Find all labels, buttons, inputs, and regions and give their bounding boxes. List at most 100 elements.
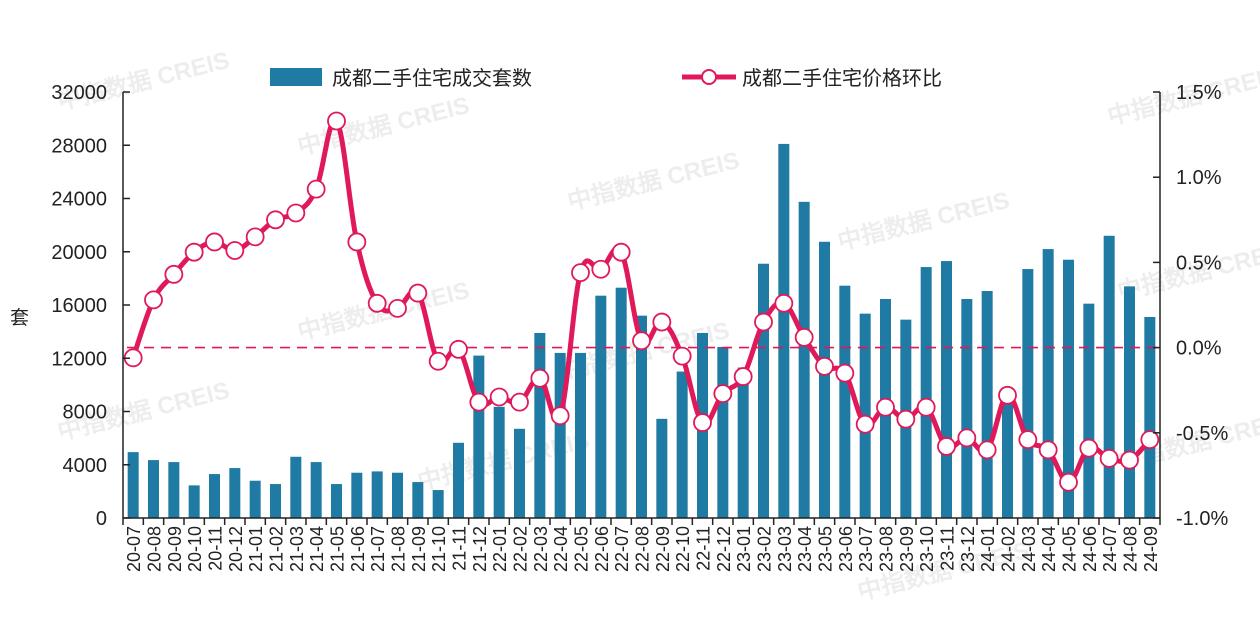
- right-tick-label: 1.0%: [1176, 167, 1222, 189]
- line-marker: [225, 241, 245, 260]
- bar: [412, 482, 424, 518]
- line-marker: [916, 397, 936, 417]
- bar: [920, 267, 932, 518]
- line-marker: [1018, 430, 1038, 450]
- line-marker: [977, 440, 997, 460]
- line-marker: [611, 242, 631, 262]
- bar: [575, 352, 586, 518]
- bar: [595, 295, 607, 518]
- legend-item-line: 成都二手住宅价格环比: [680, 62, 942, 91]
- bar: [432, 490, 444, 518]
- line-marker: [428, 351, 448, 371]
- bar: [798, 201, 810, 518]
- line-marker: [896, 409, 916, 429]
- x-tick-label: 23-08: [877, 526, 897, 572]
- x-tick-label: 23-11: [938, 526, 958, 571]
- bar: [819, 241, 830, 518]
- line-marker: [957, 428, 977, 448]
- line-marker: [550, 406, 570, 426]
- bar: [148, 460, 159, 518]
- line-marker: [184, 242, 204, 262]
- x-tick-label: 23-03: [775, 526, 795, 572]
- bar: [636, 315, 647, 518]
- left-tick-label: 16000: [51, 295, 107, 317]
- line-marker: [306, 179, 326, 199]
- x-tick-label: 23-02: [755, 526, 775, 572]
- x-tick-label: 22-09: [653, 526, 673, 572]
- line-marker: [998, 385, 1017, 405]
- line-marker: [469, 392, 489, 412]
- line-marker: [937, 437, 956, 456]
- left-tick-label: 20000: [51, 242, 107, 264]
- left-tick-label: 8000: [63, 402, 108, 424]
- bar: [229, 468, 241, 518]
- x-tick-label: 22-03: [531, 526, 551, 572]
- x-tick-label: 20-10: [185, 526, 205, 572]
- x-tick-label: 24-03: [1019, 526, 1039, 572]
- line-marker: [672, 346, 692, 366]
- line-marker: [205, 232, 224, 252]
- left-axis-title: 套: [10, 307, 30, 329]
- x-tick-label: 22-01: [490, 526, 510, 572]
- x-tick-label: 22-10: [673, 526, 693, 572]
- x-tick-label: 24-08: [1121, 526, 1141, 572]
- left-tick-label: 28000: [51, 135, 107, 157]
- line-marker: [733, 367, 753, 386]
- x-tick-label: 23-12: [958, 526, 978, 572]
- bar: [737, 367, 749, 518]
- bar: [310, 462, 322, 518]
- right-tick-label: -0.5%: [1176, 423, 1228, 445]
- x-tick-label: 23-10: [917, 526, 937, 572]
- bar: [534, 332, 546, 518]
- x-tick-label: 21-11: [450, 526, 470, 571]
- line-marker: [591, 259, 611, 279]
- line-marker: [164, 264, 184, 284]
- line-marker-swatch-icon: [680, 67, 738, 87]
- x-tick-label: 24-04: [1039, 526, 1059, 572]
- line-marker: [571, 263, 590, 283]
- bar: [1022, 269, 1034, 518]
- bar: [392, 472, 403, 518]
- legend: 成都二手住宅成交套数 成都二手住宅价格环比: [270, 62, 942, 91]
- x-tick-label: 22-02: [511, 526, 531, 572]
- x-tick-label: 24-01: [978, 526, 998, 572]
- x-tick-label: 21-04: [307, 526, 327, 572]
- bar: [168, 462, 180, 518]
- line-marker: [530, 368, 550, 388]
- line-marker: [1099, 448, 1119, 468]
- line-marker: [286, 203, 306, 223]
- line-marker: [1079, 438, 1099, 458]
- x-tick-label: 24-07: [1100, 526, 1120, 572]
- left-tick-label: 32000: [51, 82, 107, 104]
- x-tick-label: 24-06: [1080, 526, 1100, 572]
- watermark-text: 中指数据 CREIS: [295, 92, 472, 161]
- bar: [1124, 286, 1135, 518]
- x-tick-label: 22-04: [551, 526, 571, 572]
- x-tick-label: 21-12: [470, 526, 490, 572]
- line-marker: [510, 392, 529, 412]
- bar: [981, 291, 993, 518]
- x-tick-label: 21-06: [348, 526, 368, 572]
- watermark-text: 中指数据 CREIS: [835, 187, 1012, 256]
- bar: [351, 472, 363, 518]
- bar: [514, 428, 525, 518]
- bar: [839, 285, 851, 518]
- bar: [1063, 259, 1074, 518]
- line-marker: [266, 210, 285, 230]
- line-marker: [794, 327, 814, 347]
- legend-item-bar: 成都二手住宅成交套数: [270, 62, 532, 91]
- line-marker: [489, 387, 509, 407]
- x-tick-label: 21-07: [368, 526, 388, 572]
- left-tick-label: 24000: [51, 189, 107, 211]
- x-tick-label: 21-05: [328, 526, 348, 572]
- bar-series: [127, 143, 1156, 518]
- bar: [1103, 235, 1115, 518]
- bar: [1002, 399, 1013, 518]
- x-tick-label: 21-03: [287, 526, 307, 572]
- x-tick-label: 23-01: [734, 526, 754, 572]
- right-tick-label: 1.5%: [1176, 82, 1222, 104]
- line-marker: [652, 312, 672, 332]
- bar: [453, 442, 464, 518]
- bar: [676, 371, 688, 518]
